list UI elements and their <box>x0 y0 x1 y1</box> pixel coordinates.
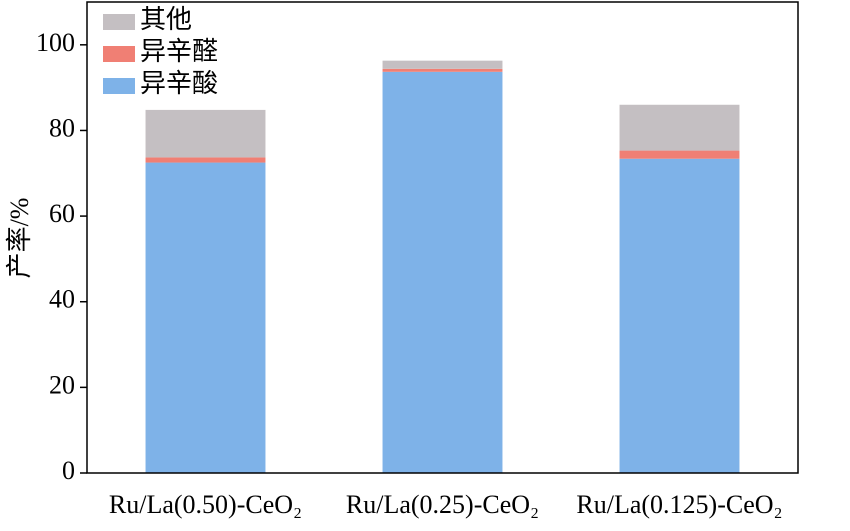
y-tick-label: 80 <box>49 113 75 142</box>
y-axis-label: 产率/% <box>5 198 34 279</box>
legend-label: 异辛酸 <box>140 69 218 98</box>
legend-label: 其他 <box>140 5 192 34</box>
plot-frame <box>86 1 799 474</box>
bar-segment <box>145 109 266 158</box>
bar-segment <box>382 60 503 69</box>
bar-segment <box>382 71 503 473</box>
x-tick-label: Ru/La(0.25)-CeO₂ <box>346 490 539 519</box>
y-tick-label: 60 <box>49 199 75 228</box>
legend-label: 异辛醛 <box>140 37 218 66</box>
legend-swatch <box>103 46 135 62</box>
y-tick-label: 0 <box>62 456 75 485</box>
y-tick-label: 40 <box>49 285 75 314</box>
y-tick-label: 100 <box>36 28 75 57</box>
bar-segment <box>619 150 740 159</box>
y-tick-label: 20 <box>49 370 75 399</box>
x-tick-label: Ru/La(0.50)-CeO₂ <box>109 490 302 519</box>
bar-segment <box>145 157 266 163</box>
bar-segment <box>619 158 740 473</box>
legend-swatch <box>103 14 135 30</box>
bar-segment <box>619 104 740 151</box>
x-tick-label: Ru/La(0.125)-CeO₂ <box>576 490 782 519</box>
bar-segment <box>145 162 266 473</box>
legend-swatch <box>103 78 135 94</box>
bar-segment <box>382 68 503 72</box>
